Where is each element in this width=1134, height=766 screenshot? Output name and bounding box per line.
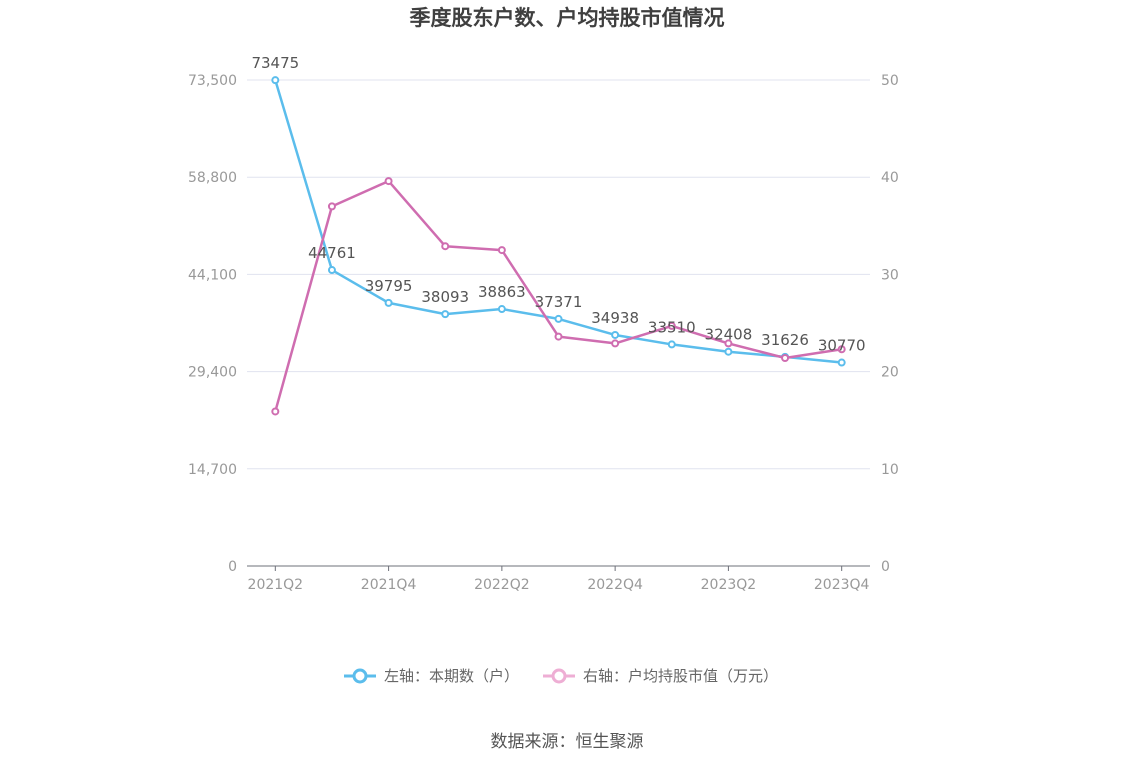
- data-label: 31626: [761, 331, 809, 349]
- data-point-right[interactable]: [611, 339, 620, 348]
- data-point-left[interactable]: [611, 330, 620, 339]
- data-label: 34938: [591, 309, 639, 327]
- data-point-right[interactable]: [384, 177, 393, 186]
- x-tick-label: 2023Q4: [814, 577, 870, 593]
- data-point-left[interactable]: [724, 347, 733, 356]
- left-tick-label: 58,800: [188, 170, 237, 186]
- data-label: 44761: [308, 244, 356, 262]
- right-tick-label: 10: [881, 462, 899, 478]
- data-label: 73475: [251, 54, 299, 72]
- x-tick-label: 2022Q4: [587, 577, 643, 593]
- data-point-left[interactable]: [667, 340, 676, 349]
- data-source: 数据来源：恒生聚源: [491, 732, 644, 752]
- data-point-right[interactable]: [497, 246, 506, 255]
- data-label: 39795: [365, 277, 413, 295]
- data-point-left[interactable]: [554, 314, 563, 323]
- data-point-left[interactable]: [497, 305, 506, 314]
- data-point-right[interactable]: [837, 345, 846, 354]
- right-tick-label: 20: [881, 365, 899, 381]
- data-point-right[interactable]: [441, 242, 450, 251]
- right-tick-label: 30: [881, 267, 899, 283]
- data-point-left[interactable]: [441, 310, 450, 319]
- legend-item-left-series[interactable]: 左轴：本期数（户）: [344, 667, 519, 685]
- data-label: 30770: [818, 337, 866, 355]
- legend: 左轴：本期数（户） 右轴：户均持股市值（万元）: [344, 667, 778, 685]
- left-tick-label: 29,400: [188, 365, 237, 381]
- data-labels: 73475 44761 39795 38093 38863 37371 34938 33510…: [251, 54, 865, 354]
- x-tick-label: 2022Q2: [474, 577, 530, 593]
- data-label: 37371: [535, 293, 583, 311]
- x-tick-label: 2023Q2: [701, 577, 757, 593]
- left-tick-label: 0: [228, 559, 237, 575]
- legend-left-marker: [352, 668, 368, 684]
- data-label: 32408: [705, 326, 753, 344]
- legend-item-right-series[interactable]: 右轴：户均持股市值（万元）: [543, 667, 778, 685]
- data-point-right[interactable]: [781, 353, 790, 362]
- legend-right-label: 右轴：户均持股市值（万元）: [583, 667, 778, 685]
- data-label: 38863: [478, 283, 526, 301]
- data-point-right[interactable]: [271, 407, 280, 416]
- x-tick-label: 2021Q4: [361, 577, 417, 593]
- x-tick-label: 2021Q2: [248, 577, 304, 593]
- data-point-left[interactable]: [837, 358, 846, 367]
- left-tick-label: 73,500: [188, 73, 237, 89]
- chart-title: 季度股东户数、户均持股市值情况: [410, 6, 725, 30]
- data-point-left[interactable]: [271, 76, 280, 85]
- left-tick-label: 14,700: [188, 462, 237, 478]
- right-tick-label: 50: [881, 73, 899, 89]
- data-point-right[interactable]: [327, 202, 336, 211]
- right-y-axis: 0 10 20 30 40 50: [881, 73, 899, 575]
- data-point-right[interactable]: [667, 321, 676, 330]
- data-point-right[interactable]: [724, 339, 733, 348]
- data-point-right[interactable]: [554, 332, 563, 341]
- right-tick-label: 0: [881, 559, 890, 575]
- x-axis: 2021Q2 2021Q4 2022Q2 2022Q4 2023Q2 2023Q4: [248, 566, 870, 593]
- left-y-axis: 0 14,700 29,400 44,100 58,800 73,500: [188, 73, 237, 575]
- left-tick-label: 44,100: [188, 267, 237, 283]
- data-label: 38093: [421, 288, 469, 306]
- series-layer: [271, 76, 846, 416]
- data-point-left[interactable]: [327, 266, 336, 275]
- right-tick-label: 40: [881, 170, 899, 186]
- data-label: 33510: [648, 318, 696, 336]
- legend-left-label: 左轴：本期数（户）: [384, 667, 519, 685]
- data-point-left[interactable]: [384, 298, 393, 307]
- grid-lines: [247, 79, 870, 470]
- legend-right-marker: [551, 668, 567, 684]
